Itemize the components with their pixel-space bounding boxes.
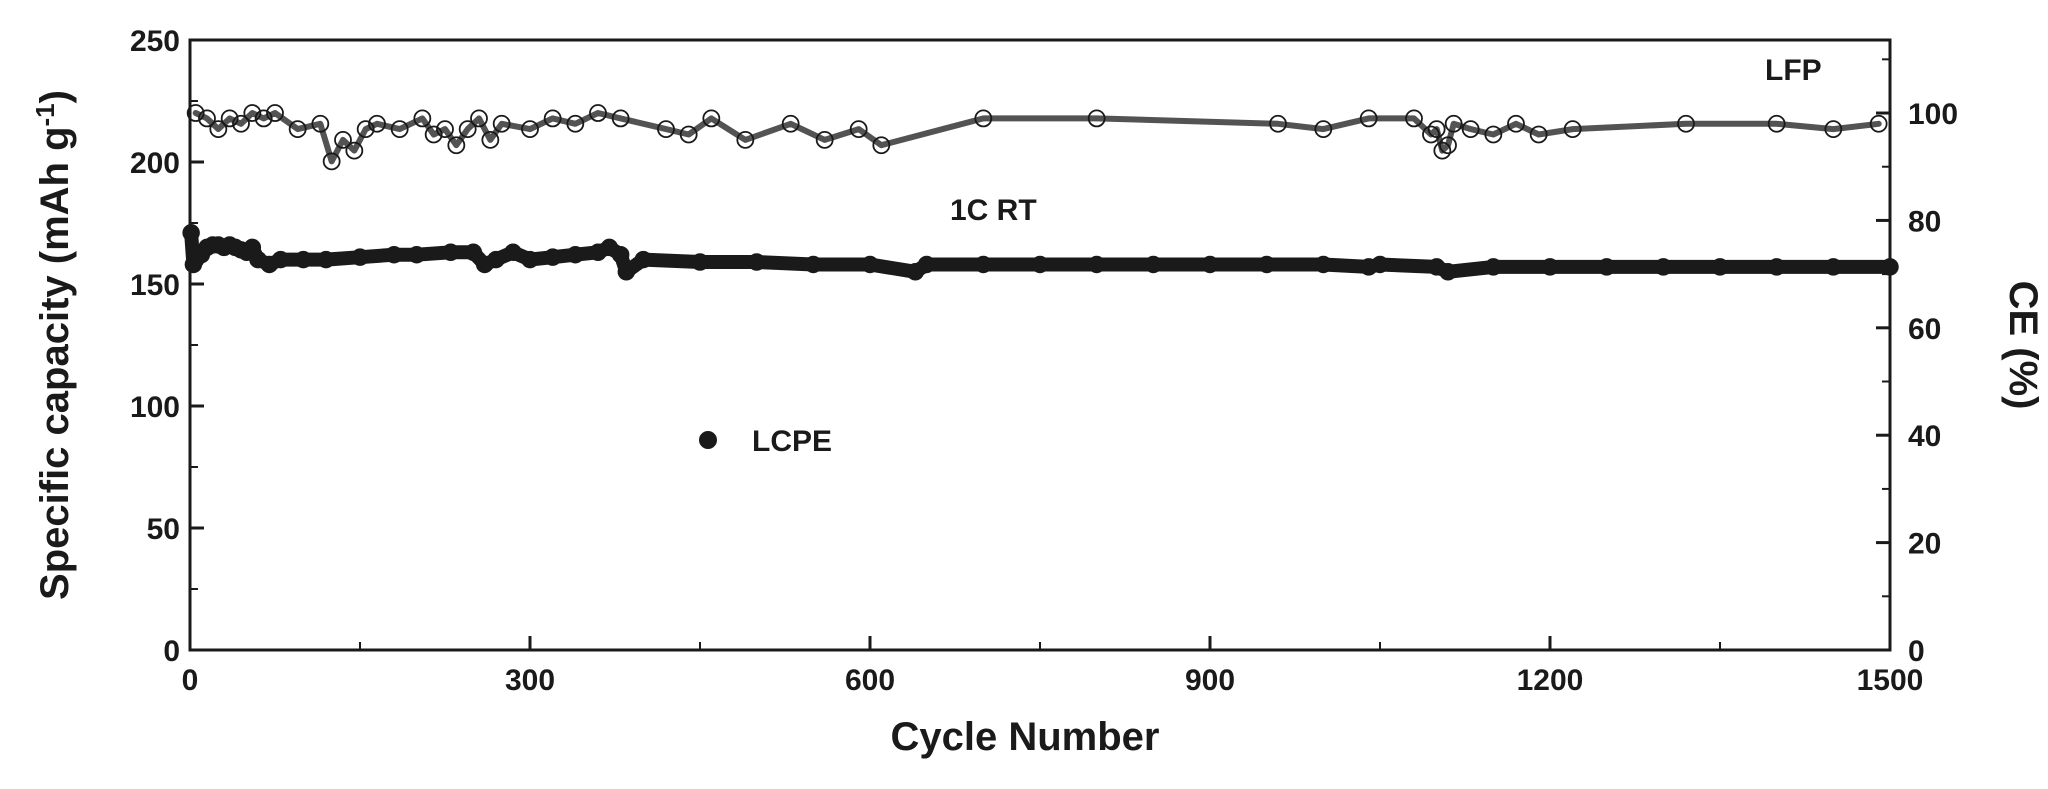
ce-series-band <box>192 110 1882 165</box>
y-tick-label: 50 <box>147 513 180 546</box>
annotation-cell-type: LFP <box>1765 54 1822 87</box>
ticks-layer: 0 300 600 900 1200 15000501001502002500204060… <box>130 25 1958 697</box>
x-tick-label: 600 <box>845 664 895 697</box>
ce-point <box>702 109 721 128</box>
ce-point <box>334 130 352 149</box>
x-tick-label: 1500 <box>1857 664 1924 697</box>
ce-point <box>424 125 443 144</box>
y-axis-title: Specific capacity (mAh g-1) <box>30 90 77 600</box>
y-axis-title-close: ) <box>33 90 77 103</box>
legend: LCPE <box>699 425 832 458</box>
ce-point <box>436 120 454 139</box>
y-tick-label: 200 <box>130 147 180 180</box>
y2-tick-label: 40 <box>1908 420 1941 453</box>
ce-point <box>1507 114 1525 133</box>
x-tick-label: 0 <box>182 664 199 697</box>
x-axis-title: Cycle Number <box>891 715 1160 759</box>
ce-point <box>266 104 284 122</box>
ce-point <box>470 109 488 128</box>
annotation-condition: 1C RT <box>950 194 1037 227</box>
x-tick-label: 900 <box>1185 664 1235 697</box>
y-tick-label: 250 <box>130 25 180 58</box>
y2-tick-label: 20 <box>1908 528 1941 561</box>
ce-point <box>209 120 228 139</box>
legend-label: LCPE <box>752 425 832 458</box>
ce-point <box>186 104 205 122</box>
y2-tick-label: 60 <box>1908 313 1941 346</box>
x-tick-label: 300 <box>505 664 555 697</box>
ce-series-layer <box>186 104 1888 171</box>
capacity-series-layer <box>182 224 1899 281</box>
capacity-series-band <box>184 225 1897 279</box>
ce-point <box>447 136 466 155</box>
y-tick-label: 150 <box>130 269 180 302</box>
y-tick-label: 100 <box>130 391 180 424</box>
ce-point <box>413 109 432 128</box>
ce-point <box>232 114 250 133</box>
ce-point <box>198 109 216 128</box>
y2-tick-label: 0 <box>1908 635 1925 668</box>
y-tick-label: 0 <box>163 635 180 668</box>
ce-point <box>254 109 273 128</box>
ce-point <box>243 104 262 122</box>
y-axis-title-sup: -1 <box>30 103 60 126</box>
ce-point <box>356 120 375 139</box>
x-tick-label: 1200 <box>1517 664 1584 697</box>
legend-marker <box>699 431 717 449</box>
y2-axis-title: CE (%) <box>2001 281 2045 410</box>
ce-point <box>458 120 477 139</box>
ce-point <box>220 109 239 128</box>
y-axis-title-main: Specific capacity (mAh g <box>33 126 77 599</box>
y2-tick-label: 100 <box>1908 98 1958 131</box>
y2-tick-label: 80 <box>1908 205 1941 238</box>
ce-point <box>345 141 364 160</box>
ce-point <box>481 130 500 149</box>
